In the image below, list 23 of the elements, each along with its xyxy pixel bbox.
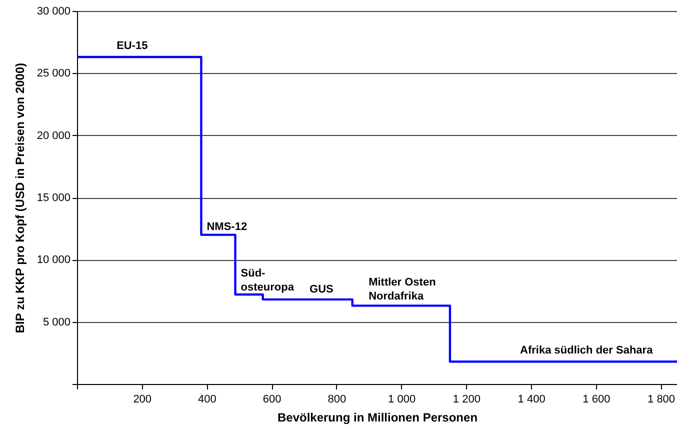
annotation: GUS: [310, 283, 334, 296]
y-tick-label: 20 000: [36, 130, 70, 142]
x-axis-title: Bevölkerung in Millionen Personen: [277, 410, 478, 424]
x-tick-label: 1 800: [648, 394, 676, 406]
y-tick-label: 15 000: [36, 192, 70, 204]
y-tick-label: 30 000: [36, 6, 70, 18]
x-tick-label: 600: [262, 394, 282, 406]
x-tick-label: 1 600: [582, 394, 610, 406]
x-tick-label: 400: [198, 394, 216, 406]
y-axis-title: BIP zu KKP pro Kopf (USD in Preisen von 2000): [12, 62, 27, 334]
annotation: EU-15: [116, 40, 148, 52]
x-tick-label: 800: [328, 394, 346, 406]
x-tick-label: 1 400: [518, 394, 546, 406]
x-tick-label: 1 200: [452, 394, 480, 406]
annotation: Süd- osteuropa: [240, 267, 295, 294]
x-tick-label: 1 000: [388, 394, 416, 406]
annotation: Mittler Osten Nordafrika: [368, 276, 436, 303]
x-tick-label: 200: [133, 394, 152, 406]
y-tick-label: 5 000: [42, 316, 70, 328]
annotation: Afrika südlich der Sahara: [520, 344, 654, 357]
annotation: NMS-12: [206, 220, 248, 233]
y-tick-label: 10 000: [36, 254, 70, 266]
y-tick-label: 25 000: [36, 68, 70, 80]
